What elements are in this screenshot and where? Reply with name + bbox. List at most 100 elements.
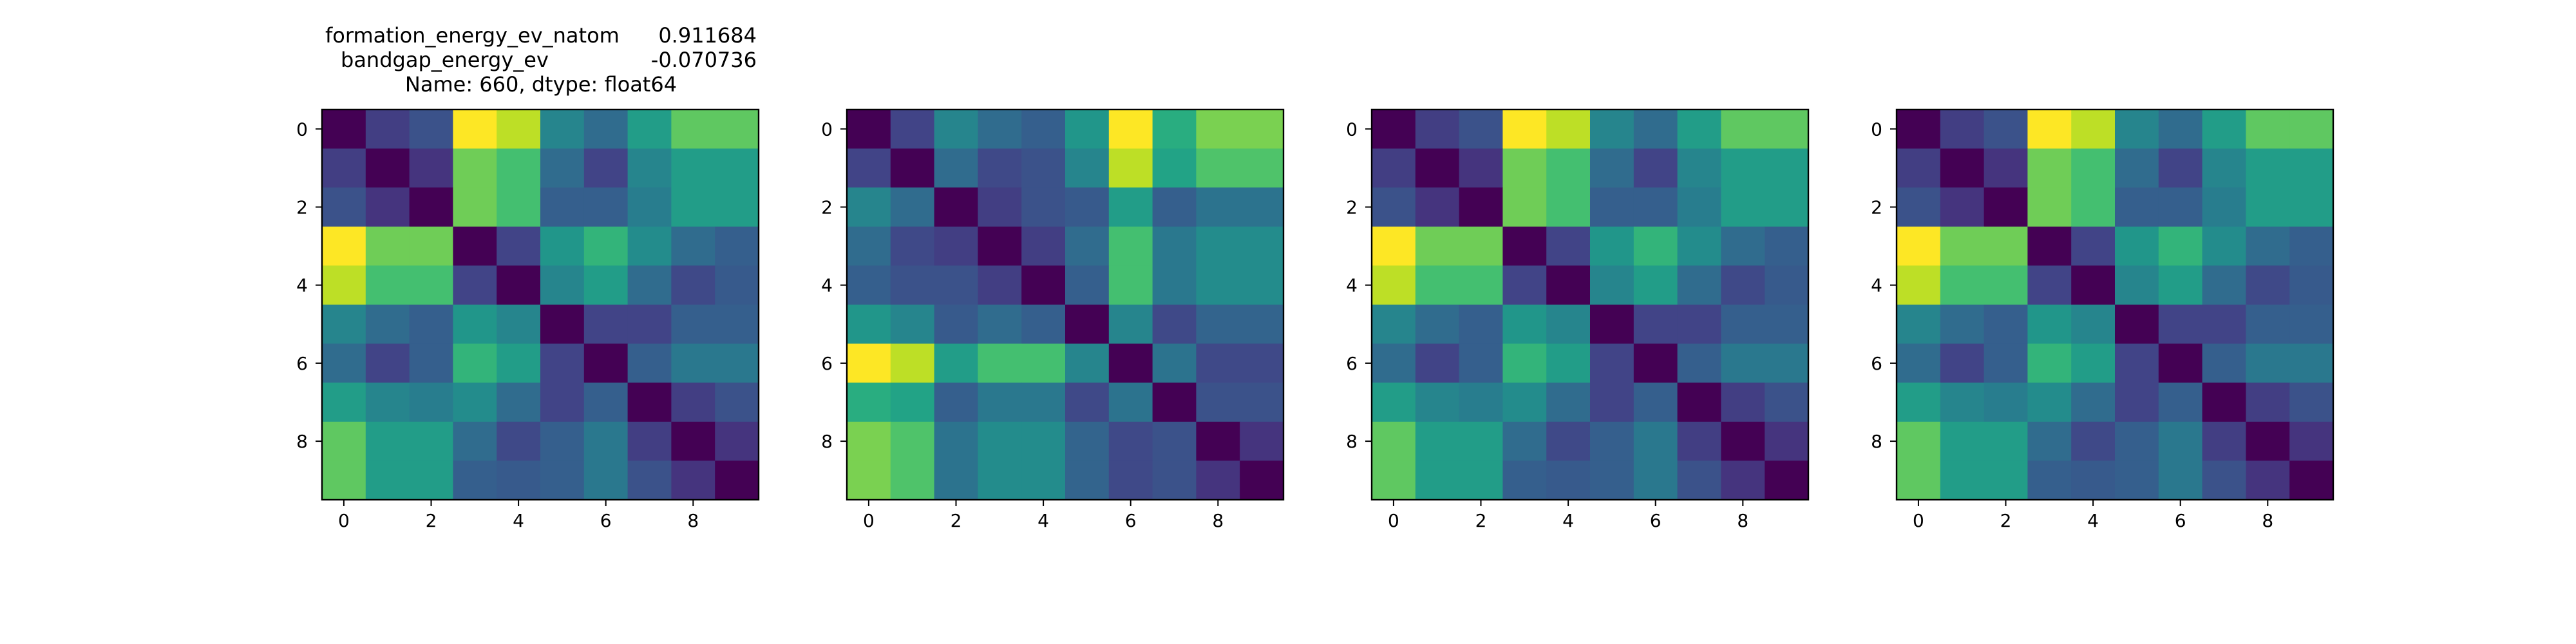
heatmap-cell: [453, 187, 497, 227]
heatmap-cell: [1546, 460, 1591, 500]
heatmap-cell: [1152, 460, 1197, 500]
heatmap-cell: [2202, 187, 2246, 227]
heatmap-cell: [453, 383, 497, 422]
axes-frame: [1370, 108, 1810, 501]
heatmap-cell: [409, 305, 453, 345]
heatmap-cell: [1546, 187, 1591, 227]
heatmap-cell: [453, 226, 497, 266]
heatmap-cell: [2158, 226, 2203, 266]
heatmap-cell: [365, 226, 410, 266]
heatmap-cell: [1502, 421, 1547, 461]
heatmap-cell: [2289, 148, 2334, 188]
heatmap-cell: [1897, 226, 1941, 266]
x-tick-label: 4: [513, 510, 524, 531]
heatmap-cell: [1021, 187, 1066, 227]
heatmap-cell: [453, 343, 497, 383]
heatmap-cell: [1065, 305, 1110, 345]
heatmap-cell: [1459, 383, 1503, 422]
title-name-dtype: Name: 660, dtype: float64: [404, 72, 677, 97]
heatmap-cell: [2158, 187, 2203, 227]
heatmap-cell: [1415, 460, 1460, 500]
y-tick-label: 0: [1871, 118, 1882, 140]
heatmap-cell: [583, 343, 629, 383]
heatmap-cell: [1502, 109, 1547, 149]
heatmap-cell: [1459, 343, 1503, 383]
heatmap-cell: [583, 187, 629, 227]
heatmap-cell: [1459, 109, 1503, 149]
axes-frame: [846, 108, 1285, 501]
heatmap-cell: [627, 305, 672, 345]
heatmap-cell: [978, 109, 1022, 149]
heatmap-cell: [1633, 265, 1678, 305]
heatmap-cell: [1240, 305, 1284, 345]
title-key: formation_energy_ev_natom: [325, 23, 620, 48]
heatmap-cell: [2289, 109, 2334, 149]
heatmap-cell: [1152, 148, 1197, 188]
heatmap-cell: [540, 305, 585, 345]
heatmap-cell: [2202, 265, 2246, 305]
heatmap-cell: [1721, 109, 1765, 149]
heatmap-cell: [409, 148, 453, 188]
heatmap-cell: [409, 109, 453, 149]
heatmap-cell: [1372, 109, 1416, 149]
heatmap-cell: [1372, 421, 1416, 461]
heatmap-cell: [1108, 421, 1153, 461]
y-tick-label: 8: [1871, 431, 1882, 452]
heatmap-cell: [583, 421, 629, 461]
heatmap-cell: [1633, 343, 1678, 383]
y-tick-label: 6: [1346, 353, 1358, 374]
heatmap-cell: [1633, 383, 1678, 422]
y-tick-label: 8: [1346, 431, 1358, 452]
heatmap-cell: [715, 148, 759, 188]
heatmap-cell: [1677, 187, 1721, 227]
heatmap-cell: [1677, 148, 1721, 188]
heatmap-cell: [2027, 226, 2072, 266]
heatmap-cell: [1372, 265, 1416, 305]
heatmap-cell: [847, 383, 891, 422]
heatmap-cell: [1590, 226, 1634, 266]
heatmap-cell: [890, 460, 935, 500]
y-tick-label: 6: [1871, 353, 1882, 374]
heatmap-cell: [1021, 383, 1066, 422]
heatmap-cell: [1108, 148, 1153, 188]
heatmap-cell: [1546, 265, 1591, 305]
heatmap-cell: [365, 265, 410, 305]
heatmap-cell: [583, 265, 629, 305]
heatmap-cell: [1196, 265, 1240, 305]
heatmap-cell: [2202, 305, 2246, 345]
heatmap-cell: [934, 383, 978, 422]
heatmap-cell: [1372, 460, 1416, 500]
heatmap-cell: [978, 421, 1022, 461]
heatmap-cell: [671, 148, 715, 188]
heatmap-cell: [1372, 343, 1416, 383]
heatmap-cell: [1065, 383, 1110, 422]
heatmap-cell: [1765, 148, 1809, 188]
x-tick-label: 4: [1037, 510, 1049, 531]
heatmap-cell: [1415, 343, 1460, 383]
heatmap-cell: [2071, 383, 2116, 422]
heatmap-cell: [847, 109, 891, 149]
heatmap-cell: [1984, 187, 2028, 227]
heatmap-cell: [497, 148, 541, 188]
heatmap-cell: [1240, 265, 1284, 305]
heatmap-cell: [2246, 383, 2290, 422]
heatmap-cell: [365, 460, 410, 500]
heatmap-cell: [2246, 421, 2290, 461]
heatmap-cell: [1459, 265, 1503, 305]
heatmap-cell: [1633, 460, 1678, 500]
heatmap-cell: [1765, 187, 1809, 227]
heatmap-cell: [365, 383, 410, 422]
heatmap-cell: [540, 148, 585, 188]
heatmap-cell: [671, 421, 715, 461]
heatmap-cell: [1021, 148, 1066, 188]
heatmap-cell: [409, 460, 453, 500]
heatmap-cell: [1590, 265, 1634, 305]
x-tick-label: 6: [1125, 510, 1137, 531]
heatmap-cell: [1721, 305, 1765, 345]
heatmap-cell: [1459, 226, 1503, 266]
heatmap-cell: [1065, 265, 1110, 305]
heatmap-cell: [847, 226, 891, 266]
heatmap-cell: [1940, 305, 1985, 345]
title-value: -0.070736: [650, 48, 757, 72]
heatmap-cell: [453, 109, 497, 149]
